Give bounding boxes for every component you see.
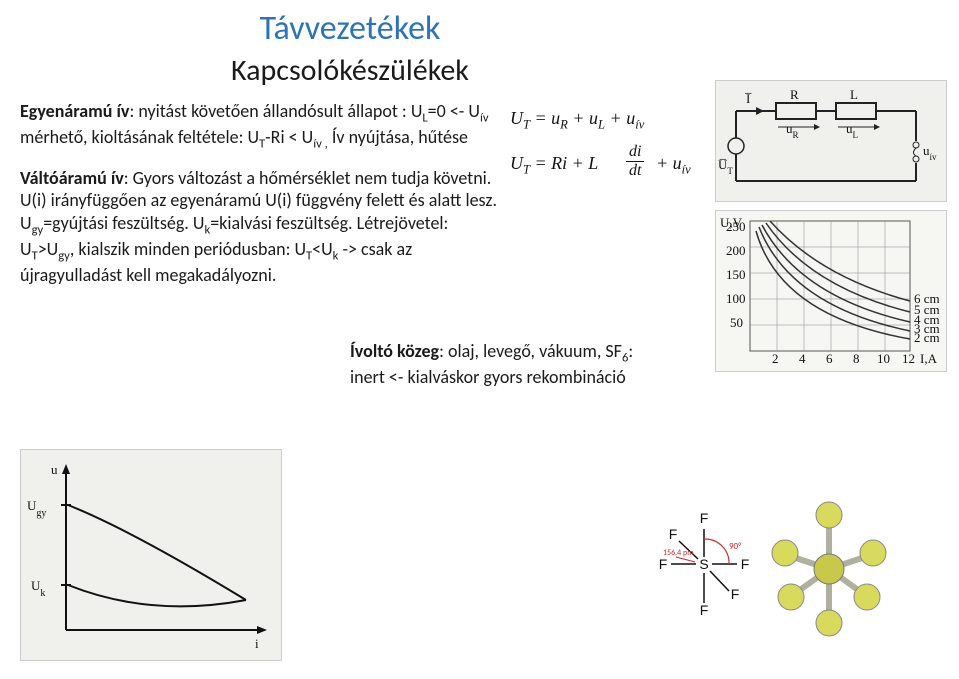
equations-block: UT = uR + uL + uív UT = Ri + L di dt + u… [510, 108, 700, 183]
equation-2: UT = Ri + L di dt + uív [510, 143, 700, 183]
svg-text:6: 6 [826, 351, 833, 366]
svg-text:4: 4 [799, 351, 806, 366]
svg-text:100: 100 [726, 291, 746, 306]
svg-text:i: i [255, 636, 259, 651]
bottom-paragraph: Ívoltó közeg: olaj, levegő, vákuum, SF6:… [20, 340, 640, 399]
page-subtitle: Kapcsolókészülékek [0, 52, 700, 89]
equation-1: UT = uR + uL + uív [510, 108, 700, 133]
para2-heading: Váltóáramú ív [20, 167, 124, 189]
svg-text:F: F [741, 556, 750, 572]
para1-heading: Egyenáramú ív [20, 100, 129, 122]
figure-circuit: I̅ R L uív U̅T uR uL [715, 80, 947, 202]
svg-text:10: 10 [877, 351, 890, 366]
page-title: Távvezetékek [0, 8, 700, 49]
svg-text:50: 50 [730, 315, 743, 330]
svg-text:250: 250 [726, 219, 746, 234]
svg-text:I,A: I,A [920, 351, 938, 366]
svg-text:200: 200 [726, 243, 746, 258]
figure-uv-graph: 6 cm 5 cm 4 cm 3 cm 2 cm U,V 250 200 150… [715, 210, 947, 372]
figure-sf6-model [769, 499, 889, 639]
svg-text:F: F [659, 556, 668, 572]
svg-text:2 cm: 2 cm [914, 330, 940, 345]
svg-text:R: R [790, 87, 799, 102]
figure-sf6-lewis: S F F F F F F 90° 156.4 pm [649, 509, 759, 619]
svg-text:u: u [51, 462, 58, 477]
figure-ui-curve: u i Ugy Uk [20, 449, 282, 661]
svg-text:F: F [669, 526, 678, 542]
svg-text:F: F [700, 510, 709, 526]
svg-text:90°: 90° [729, 541, 741, 552]
svg-text:12: 12 [902, 351, 915, 366]
svg-text:8: 8 [853, 351, 860, 366]
para3-heading: Ívoltó közeg [350, 340, 439, 362]
svg-text:F: F [731, 586, 740, 602]
body-text: Egyenáramú ív: nyitást követően állandós… [20, 100, 500, 301]
svg-text:F: F [700, 602, 709, 618]
svg-text:150: 150 [726, 267, 746, 282]
svg-text:2: 2 [772, 351, 779, 366]
svg-text:L: L [850, 87, 858, 102]
svg-text:S: S [699, 556, 708, 572]
svg-text:156.4 pm: 156.4 pm [663, 548, 694, 558]
